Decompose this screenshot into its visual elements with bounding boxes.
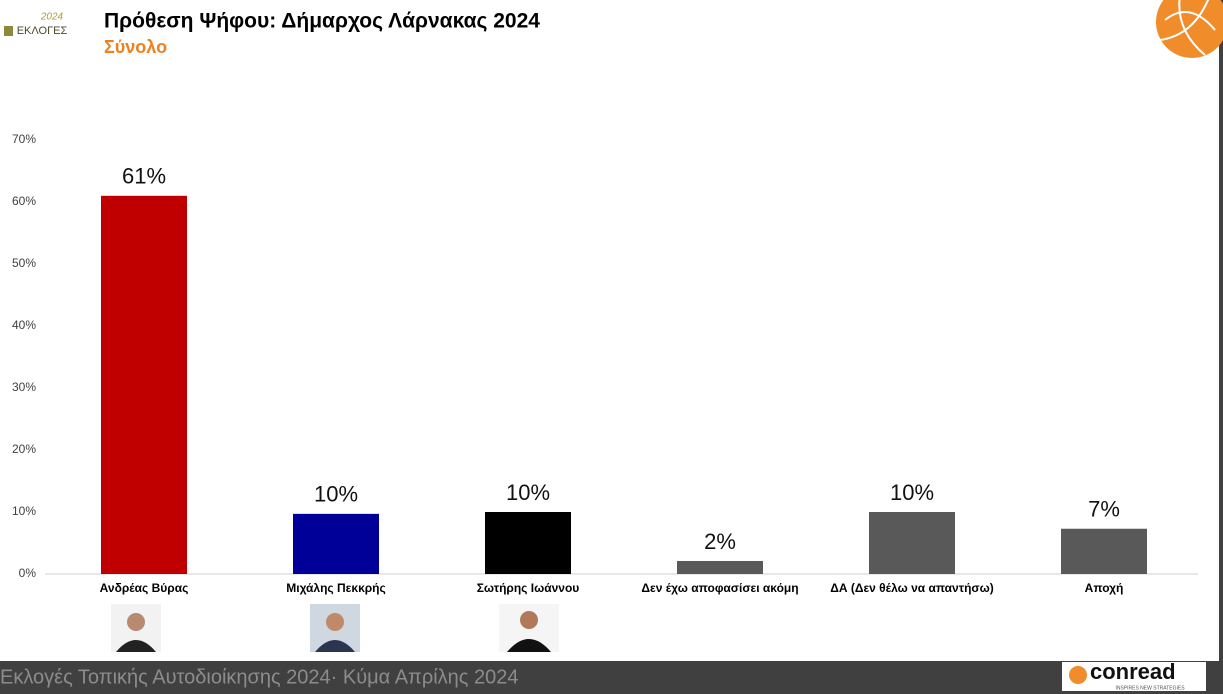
x-tick-label: Σωτήρης Ιωάννου	[477, 581, 580, 595]
brand-dot	[1069, 666, 1087, 684]
x-tick-label: ΔΑ (Δεν θέλω να απαντήσω)	[830, 581, 994, 595]
y-tick-label: 50%	[12, 256, 36, 270]
data-label: 10%	[506, 480, 550, 505]
brand-circle-lines	[1159, 0, 1216, 56]
data-label: 10%	[314, 482, 358, 507]
data-label: 61%	[122, 164, 166, 189]
logo-icon	[4, 26, 13, 36]
x-tick-label: Δεν έχω αποφασίσει ακόμη	[641, 581, 798, 595]
y-tick-label: 20%	[12, 442, 36, 456]
title: Πρόθεση Ψήφου: Δήμαρχος Λάρνακας 2024	[104, 10, 540, 33]
photo	[499, 604, 559, 652]
logo-text: ΕΚΛΟΓΕΣ	[17, 25, 68, 37]
logo-year: 2024	[40, 12, 64, 23]
data-label: 2%	[704, 529, 736, 554]
brand-tagline: INSPIRES NEW STRATEGIES	[1115, 685, 1185, 691]
bar	[485, 512, 571, 574]
subtitle: Σύνολο	[104, 37, 167, 57]
y-tick-label: 10%	[12, 504, 36, 518]
footer-text: Εκλογές Τοπικής Αυτοδιοίκησης 2024· Κύμα…	[0, 666, 518, 688]
edge	[1219, 0, 1223, 661]
footer-bar	[0, 661, 1223, 694]
y-tick-label: 70%	[12, 132, 36, 146]
photo	[111, 604, 161, 652]
bar	[293, 513, 379, 574]
y-tick-label: 0%	[19, 566, 37, 580]
data-label: 7%	[1088, 497, 1120, 522]
bar	[1061, 528, 1147, 574]
x-tick-label: Ανδρέας Βύρας	[100, 581, 189, 595]
brand-name: conread	[1090, 659, 1176, 684]
y-tick-label: 40%	[12, 318, 36, 332]
bar	[677, 560, 763, 574]
x-tick-label: Μιχάλης Πεκκρής	[286, 581, 386, 595]
y-tick-label: 60%	[12, 194, 36, 208]
y-tick-label: 30%	[12, 380, 36, 394]
x-tick-label: Αποχή	[1085, 581, 1124, 595]
data-label: 10%	[890, 480, 934, 505]
bar	[869, 512, 955, 574]
photo	[310, 604, 360, 652]
bar	[101, 195, 187, 575]
